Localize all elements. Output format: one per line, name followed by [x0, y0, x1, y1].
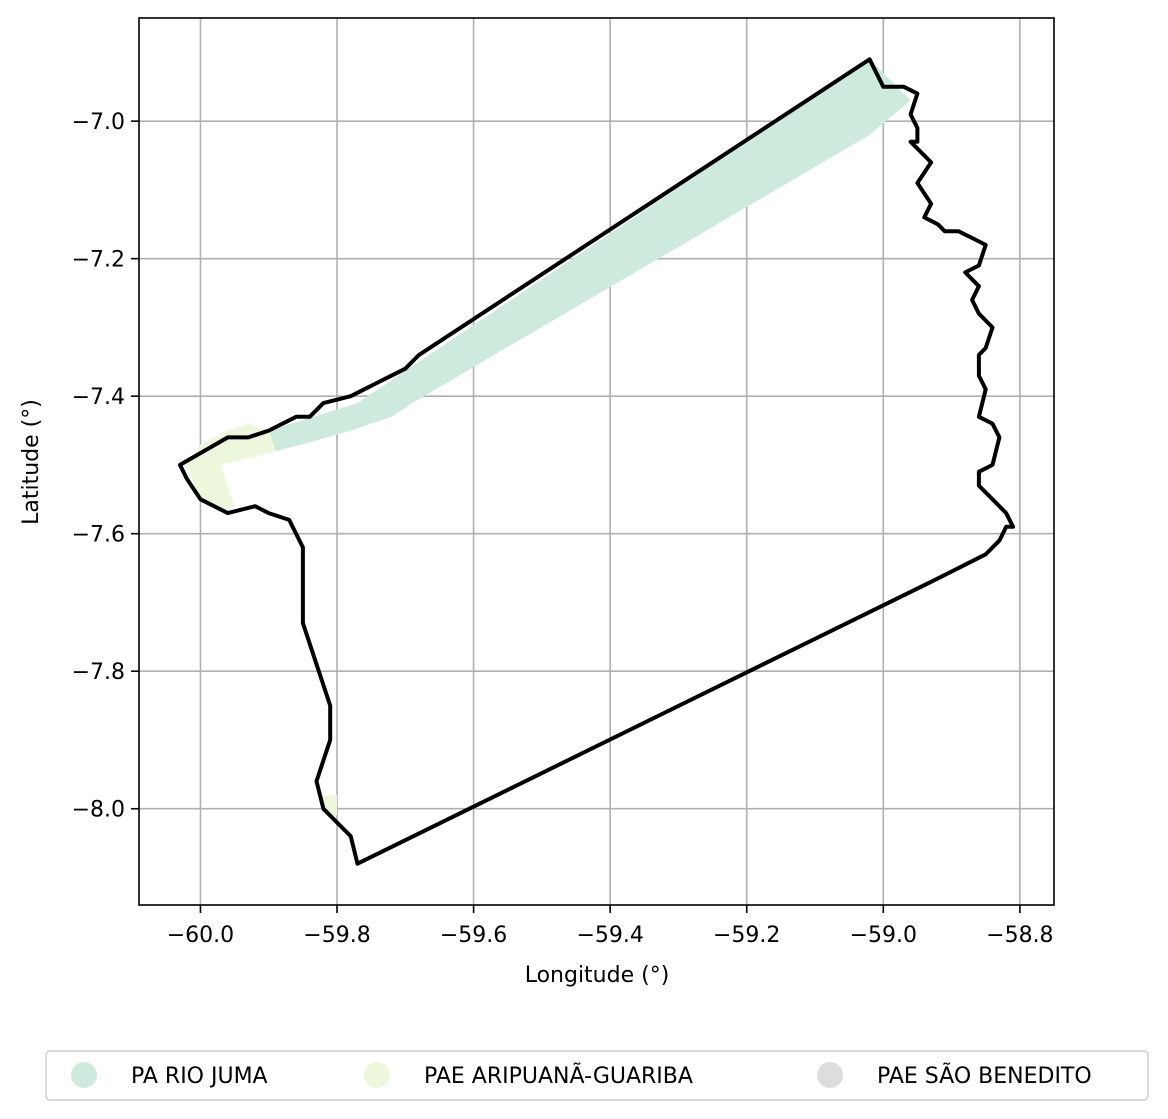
legend-item-1: PAE ARIPUANÃ-GUARIBA: [364, 1062, 693, 1089]
y-tick-label-2: −7.4: [72, 385, 125, 410]
x-axis-label: Longitude (°): [525, 963, 670, 988]
x-tick-label-3: −59.4: [576, 923, 643, 948]
legend-box: [45, 1050, 1149, 1101]
x-tick-label-5: −59.0: [850, 923, 917, 948]
x-tick-label-6: −58.8: [986, 923, 1053, 948]
x-tick-label-4: −59.2: [713, 923, 780, 948]
legend-item-0: PA RIO JUMA: [71, 1062, 268, 1089]
y-tick-label-5: −8.0: [72, 798, 125, 823]
plot-frame: [138, 17, 1055, 906]
legend-item-2: PAE SÃO BENEDITO: [817, 1062, 1092, 1089]
boundary-outline: [178, 57, 1015, 866]
grid-lines: [139, 18, 1054, 905]
x-tick-label-2: −59.6: [440, 923, 507, 948]
x-tick-label-1: −59.8: [303, 923, 370, 948]
legend-label-0: PA RIO JUMA: [131, 1064, 268, 1089]
legend-label-1: PAE ARIPUANÃ-GUARIBA: [424, 1062, 693, 1089]
y-tick-label-4: −7.8: [72, 660, 125, 685]
x-axis-ticks: −60.0 −59.8 −59.6 −59.4 −59.2 −59.0 −58.8: [167, 905, 1054, 948]
y-tick-label-1: −7.2: [72, 248, 125, 273]
y-tick-label-0: −7.0: [72, 110, 125, 135]
legend-items: PA RIO JUMA PAE ARIPUANÃ-GUARIBA PAE SÃO B…: [71, 1062, 1092, 1089]
legend-marker-2: [817, 1062, 843, 1088]
boundary-polygon: [178, 57, 1015, 866]
y-tick-label-3: −7.6: [72, 523, 125, 548]
y-axis-label: Latitude (°): [19, 399, 44, 525]
legend-label-2: PAE SÃO BENEDITO: [877, 1062, 1092, 1089]
legend: PA RIO JUMA PAE ARIPUANÃ-GUARIBA PAE SÃO B…: [45, 1050, 1149, 1101]
x-tick-label-0: −60.0: [167, 923, 234, 948]
legend-marker-0: [71, 1062, 97, 1088]
legend-marker-1: [364, 1062, 390, 1088]
area-polygon-0: [268, 59, 911, 452]
y-axis-ticks: −7.0 −7.2 −7.4 −7.6 −7.8 −8.0: [72, 110, 139, 823]
